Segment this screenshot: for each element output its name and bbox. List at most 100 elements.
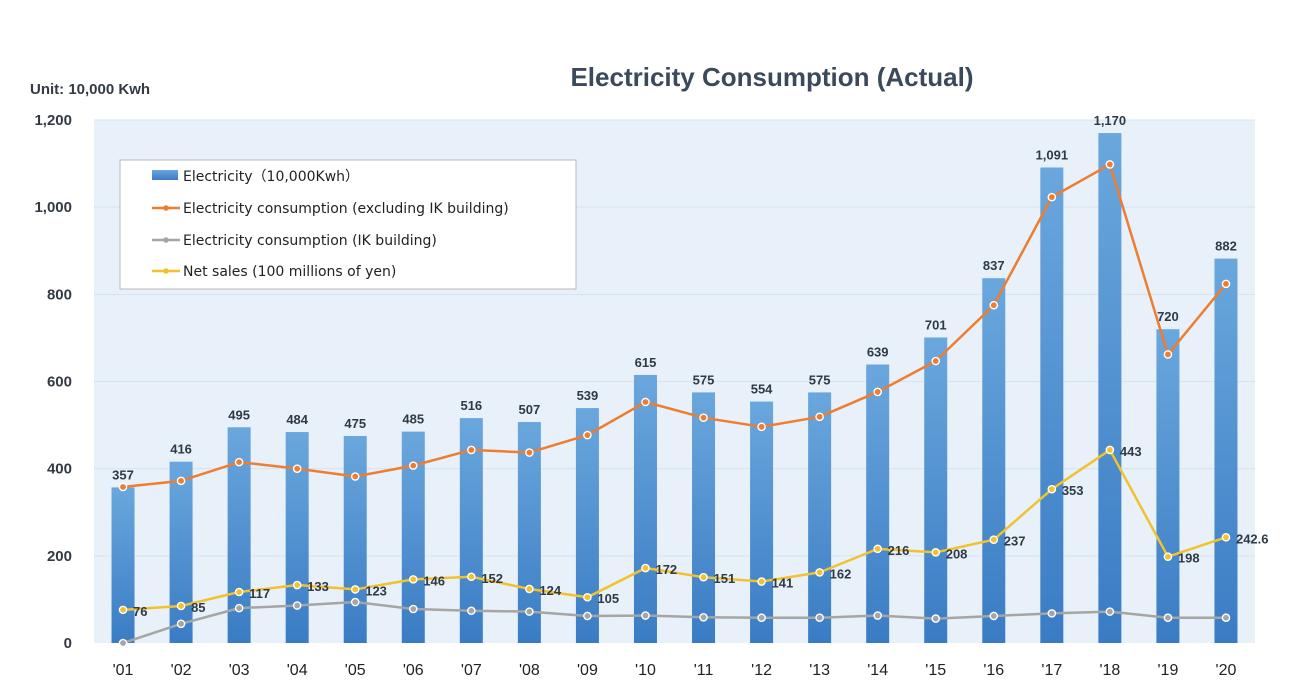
series-point-1: [1047, 192, 1057, 202]
series-point-1: [176, 476, 186, 486]
series-point-3: [176, 601, 186, 611]
series-point-3: [815, 568, 824, 577]
series-point-3: [118, 605, 128, 615]
series-point-1: [699, 413, 708, 422]
bar: [633, 374, 657, 643]
y-tick-label: 800: [47, 286, 72, 303]
net-sales-label: 443: [1120, 444, 1142, 459]
y-tick-label: 400: [47, 461, 72, 478]
x-tick-label: '12: [751, 662, 772, 679]
bar: [866, 364, 890, 643]
x-tick-label: '09: [577, 662, 598, 679]
series-point-1: [467, 445, 476, 455]
bar-label: 495: [228, 407, 250, 422]
bar-label: 485: [402, 412, 424, 427]
bar: [808, 392, 832, 643]
y-tick-label: 200: [47, 548, 72, 565]
series-point-1: [873, 387, 882, 397]
bar: [1098, 133, 1122, 643]
series-point-2: [873, 611, 882, 620]
net-sales-label: 117: [249, 586, 270, 601]
y-axis-ticks: 0 200 400 600 800 1,000 1,200: [34, 112, 72, 652]
series-point-3: [1163, 552, 1173, 562]
bar: [1040, 167, 1064, 643]
bar-label: 882: [1215, 239, 1237, 254]
series-point-2: [989, 611, 999, 621]
series-point-2: [408, 604, 418, 614]
series-point-1: [292, 464, 302, 473]
series-point-3: [989, 535, 999, 545]
series-point-2: [525, 607, 534, 616]
x-tick-label: '04: [287, 662, 308, 679]
x-tick-label: '20: [1216, 662, 1237, 679]
net-sales-label: 123: [365, 583, 387, 598]
net-sales-label: 216: [888, 543, 910, 558]
series-line-2: [122, 600, 1226, 645]
series-point-3: [350, 585, 360, 594]
series-point-3: [699, 572, 708, 582]
x-tick-label: '19: [1157, 662, 1178, 679]
series-point-1: [525, 448, 534, 457]
bar: [285, 432, 309, 643]
series-point-2: [176, 619, 186, 629]
net-sales-label: 141: [772, 576, 794, 591]
legend-marker-ik-building: [163, 237, 169, 243]
series-point-2: [1105, 607, 1115, 616]
series-point-2: [1047, 609, 1057, 618]
legend-label-excluding-ik: Electricity consumption (excluding IK bu…: [183, 201, 509, 217]
bar-label: 575: [809, 372, 831, 387]
net-sales-label: 242.6: [1236, 531, 1269, 546]
y-tick-label: 0: [64, 635, 72, 652]
series-point-3: [757, 577, 766, 586]
x-tick-label: '02: [171, 662, 192, 679]
bar-label: 507: [519, 402, 541, 417]
net-sales-label: 85: [191, 600, 205, 615]
x-tick-label: '07: [461, 662, 482, 679]
bar-label: 516: [460, 398, 482, 413]
bar: [459, 418, 483, 643]
legend-label-net-sales: Net sales (100 millions of yen): [183, 264, 396, 280]
series-point-1: [815, 412, 824, 422]
legend-swatch-electricity: [152, 170, 178, 180]
series-point-3: [873, 544, 882, 554]
bar-series: [111, 133, 1238, 643]
bar-label: 416: [170, 442, 192, 457]
series-point-1: [1163, 350, 1173, 359]
legend-label-ik-building: Electricity consumption (IK building): [183, 233, 437, 249]
y-tick-label: 1,200: [34, 112, 72, 129]
series-point-1: [641, 397, 650, 407]
net-sales-label: 198: [1178, 551, 1200, 566]
series-point-1: [408, 461, 418, 470]
net-sales-label: 76: [133, 604, 147, 619]
series-point-3: [525, 584, 534, 594]
bar-label: 484: [286, 412, 308, 427]
line-series: [118, 160, 1231, 648]
series-point-2: [641, 611, 650, 620]
net-sales-label: 152: [481, 571, 503, 586]
net-sales-label: 208: [946, 546, 968, 561]
series-point-3: [467, 572, 476, 582]
x-tick-label: '18: [1099, 662, 1120, 679]
bar: [750, 401, 774, 643]
series-point-2: [292, 601, 302, 610]
net-sales-data-labels: 76 85 117 133 123 146 152 124 105 172 151 141 162 216…: [133, 444, 1268, 619]
series-point-3: [1221, 532, 1231, 542]
x-tick-label: '15: [925, 662, 946, 679]
bar: [924, 337, 948, 643]
series-point-3: [931, 548, 941, 557]
bar: [111, 487, 135, 643]
series-line-3: [122, 448, 1227, 612]
bar: [692, 392, 716, 643]
legend: Electricity（10,000Kwh） Electricity consu…: [119, 159, 577, 290]
series-point-1: [1221, 279, 1231, 289]
series-point-2: [757, 613, 766, 623]
series-point-1: [757, 422, 766, 432]
net-sales-label: 105: [597, 591, 619, 606]
bar-label: 475: [344, 416, 366, 431]
x-tick-label: '11: [694, 662, 714, 679]
x-axis-ticks: '01 '02 '03 '04 '05 '06 '07 '08 '09 '10 '11 '12 '13 '…: [113, 662, 1237, 679]
series-point-1: [931, 356, 941, 366]
bar-label: 720: [1157, 309, 1179, 324]
chart-title: Electricity Consumption (Actual): [570, 62, 973, 92]
bar-label: 554: [751, 382, 773, 397]
